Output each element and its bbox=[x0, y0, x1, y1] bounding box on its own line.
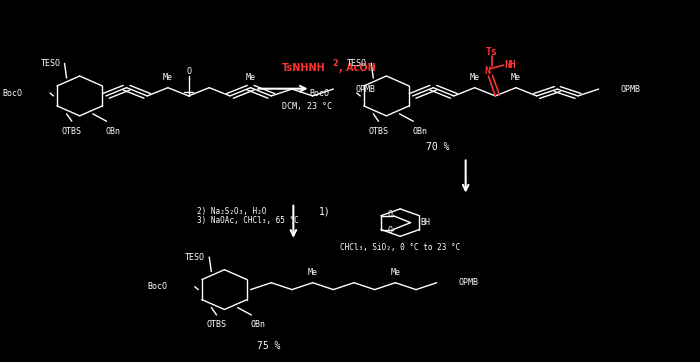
Text: O: O bbox=[387, 227, 393, 235]
Text: 1): 1) bbox=[318, 207, 330, 217]
Text: OPMB: OPMB bbox=[356, 85, 375, 93]
Text: 2) Na₂S₂O₃, H₂O: 2) Na₂S₂O₃, H₂O bbox=[197, 207, 266, 216]
Text: Me: Me bbox=[511, 73, 521, 82]
Text: OTBS: OTBS bbox=[368, 127, 388, 135]
Text: NH: NH bbox=[505, 60, 517, 70]
Text: BocO: BocO bbox=[3, 89, 22, 97]
Text: OBn: OBn bbox=[251, 320, 266, 329]
Text: OTBS: OTBS bbox=[62, 127, 82, 135]
Text: 2: 2 bbox=[332, 59, 338, 68]
Text: OPMB: OPMB bbox=[458, 278, 479, 287]
Text: O: O bbox=[387, 210, 393, 219]
Text: OBn: OBn bbox=[413, 127, 428, 135]
Text: TESO: TESO bbox=[185, 253, 205, 261]
Text: 3) NaOAc, CHCl₃, 65 °C: 3) NaOAc, CHCl₃, 65 °C bbox=[197, 216, 299, 225]
Text: , AcOH: , AcOH bbox=[339, 63, 376, 73]
Text: Ts: Ts bbox=[486, 47, 498, 58]
Text: TESO: TESO bbox=[347, 59, 367, 68]
Text: OTBS: OTBS bbox=[206, 320, 227, 329]
Text: CHCl₃, SiO₂, 0 °C to 23 °C: CHCl₃, SiO₂, 0 °C to 23 °C bbox=[340, 244, 461, 252]
Text: DCM, 23 °C: DCM, 23 °C bbox=[281, 102, 332, 110]
Text: OBn: OBn bbox=[106, 127, 121, 135]
Text: 70 %: 70 % bbox=[426, 142, 450, 152]
Text: N: N bbox=[484, 66, 490, 76]
Text: TESO: TESO bbox=[41, 59, 60, 68]
Text: OPMB: OPMB bbox=[621, 85, 640, 93]
Text: Me: Me bbox=[470, 73, 480, 82]
Text: 75 %: 75 % bbox=[258, 341, 281, 351]
Text: BH: BH bbox=[420, 218, 430, 227]
Text: Me: Me bbox=[246, 73, 256, 82]
Text: BocO: BocO bbox=[147, 282, 167, 291]
Text: Me: Me bbox=[391, 268, 400, 277]
Text: O: O bbox=[186, 67, 191, 76]
Text: BocO: BocO bbox=[309, 89, 329, 97]
Text: Me: Me bbox=[163, 73, 173, 82]
Text: TsNHNH: TsNHNH bbox=[282, 63, 326, 73]
Text: Me: Me bbox=[308, 268, 318, 277]
